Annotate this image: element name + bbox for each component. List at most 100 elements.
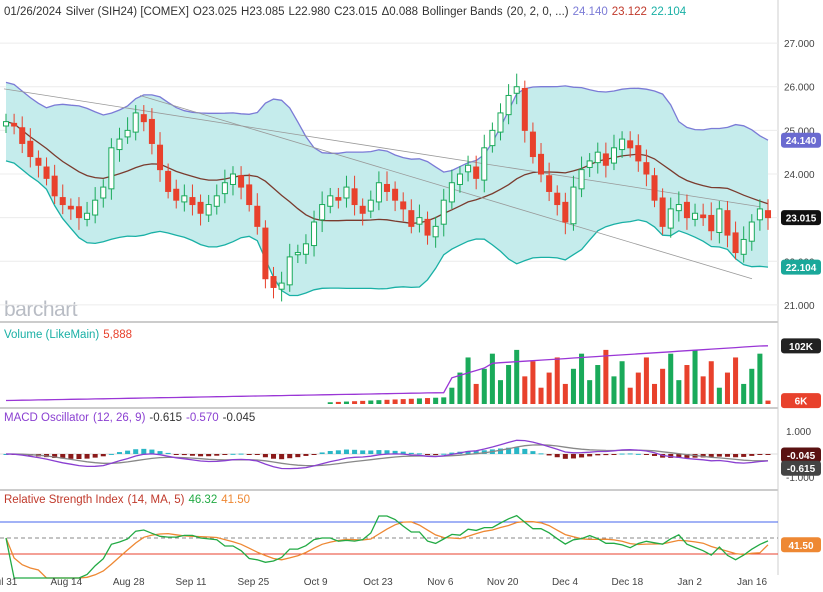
macd-value-1: -0.615 (149, 412, 183, 424)
candle-body (651, 175, 658, 201)
volume-bar (651, 383, 658, 404)
candle-body (116, 138, 123, 151)
volume-bar (587, 380, 593, 404)
candle-body (367, 199, 374, 212)
macd-histogram-bar (416, 453, 422, 455)
macd-histogram-bar (108, 453, 114, 455)
candle-body (132, 112, 139, 133)
candle-body (538, 153, 545, 175)
candle-body (383, 183, 391, 192)
volume-bar (595, 365, 601, 404)
macd-histogram-bar (425, 454, 431, 455)
x-tick-label: Jan 2 (677, 577, 702, 588)
macd-histogram-bar (254, 454, 260, 455)
volume-bar (376, 400, 382, 404)
macd-histogram-bar (352, 449, 358, 454)
macd-title: MACD Oscillator (4, 412, 89, 424)
x-tick-label: Oct 23 (363, 577, 393, 588)
candle-body (19, 127, 26, 144)
macd-histogram-bar (741, 454, 747, 457)
candle-body (319, 204, 326, 221)
candle-body (43, 166, 50, 179)
volume-bar (692, 349, 698, 404)
volume-bar (481, 368, 487, 404)
candle-body (546, 175, 553, 192)
macd-histogram-bar (214, 454, 220, 456)
macd-histogram-bar (116, 452, 123, 454)
candle-body (700, 214, 707, 219)
macd-histogram-bar (100, 454, 106, 457)
volume-bar (441, 397, 447, 404)
volume-bar (570, 368, 576, 404)
macd-histogram-bar (198, 454, 204, 457)
macd-histogram-bar (279, 454, 285, 460)
macd-histogram-bar (189, 454, 195, 456)
candle-body (197, 201, 204, 214)
macd-histogram-bar (562, 454, 568, 459)
candle-body (432, 225, 439, 238)
volume-bar (757, 353, 763, 404)
macd-histogram-bar (165, 452, 171, 454)
macd-histogram-bar (570, 454, 576, 459)
rsi-value-1: 46.32 (188, 494, 218, 506)
candle-body (732, 232, 739, 254)
candle-body (270, 276, 277, 288)
macd-histogram-bar (343, 449, 349, 454)
macd-histogram-bar (392, 450, 398, 454)
upper-band-tag-label: 24.140 (786, 136, 817, 147)
candle-body (570, 186, 577, 225)
candle-body (610, 147, 617, 164)
candle-body (124, 129, 131, 138)
header-close: C23.015 (334, 6, 378, 18)
macd-histogram-bar (319, 452, 325, 454)
candle-body (529, 131, 536, 158)
candle-body (375, 182, 382, 203)
x-tick-label: Aug 28 (113, 577, 145, 588)
macd-histogram-bar (716, 454, 722, 457)
volume-bar (660, 368, 666, 404)
candle-body (481, 147, 488, 181)
header-params: (20, 2, 0, ...) (506, 6, 569, 18)
volume-bar (579, 353, 585, 404)
macd-histogram-bar (603, 454, 609, 456)
candle-body (465, 164, 472, 173)
candle-body (189, 197, 196, 206)
candle-body (11, 122, 18, 127)
macd-value-3: -0.045 (222, 412, 256, 424)
candle-body (246, 184, 253, 206)
volume-bar (627, 387, 633, 404)
volume-bar (603, 349, 609, 404)
header-high: H23.085 (241, 6, 285, 18)
price-tick-label: 27.000 (784, 39, 815, 50)
candle-body (675, 204, 682, 212)
volume-title: Volume (LikeMain) (4, 329, 100, 341)
rsi-tag (781, 537, 821, 553)
macd-histogram-bar (724, 454, 730, 457)
volume-bar (635, 372, 641, 404)
macd-histogram-bar (635, 453, 641, 455)
macd-histogram-bar (335, 450, 341, 454)
macd-value-2: -0.570 (186, 412, 219, 424)
x-tick-label: Sep 11 (176, 577, 207, 588)
candle-body (238, 175, 245, 188)
volume-bar (668, 353, 674, 404)
rsi-value-2: 41.50 (221, 494, 250, 506)
macd-histogram-bar (60, 454, 66, 459)
macd-histogram-bar (554, 454, 560, 458)
volume-bar (684, 365, 690, 404)
candle-body (659, 197, 666, 227)
macd-histogram-bar (52, 454, 58, 458)
candle-body (448, 182, 455, 203)
volume-bar (522, 376, 528, 404)
volume-bar (765, 400, 771, 404)
macd-histogram-bar (708, 454, 714, 458)
volume-bar (425, 398, 431, 404)
volume-max-tag (781, 338, 821, 354)
candle-body (229, 173, 236, 185)
candle-body (2, 121, 10, 127)
macd-histogram-bar (181, 454, 187, 456)
candle-body (302, 243, 309, 255)
candle-body (708, 214, 715, 232)
macd-histogram-bar (133, 449, 139, 454)
